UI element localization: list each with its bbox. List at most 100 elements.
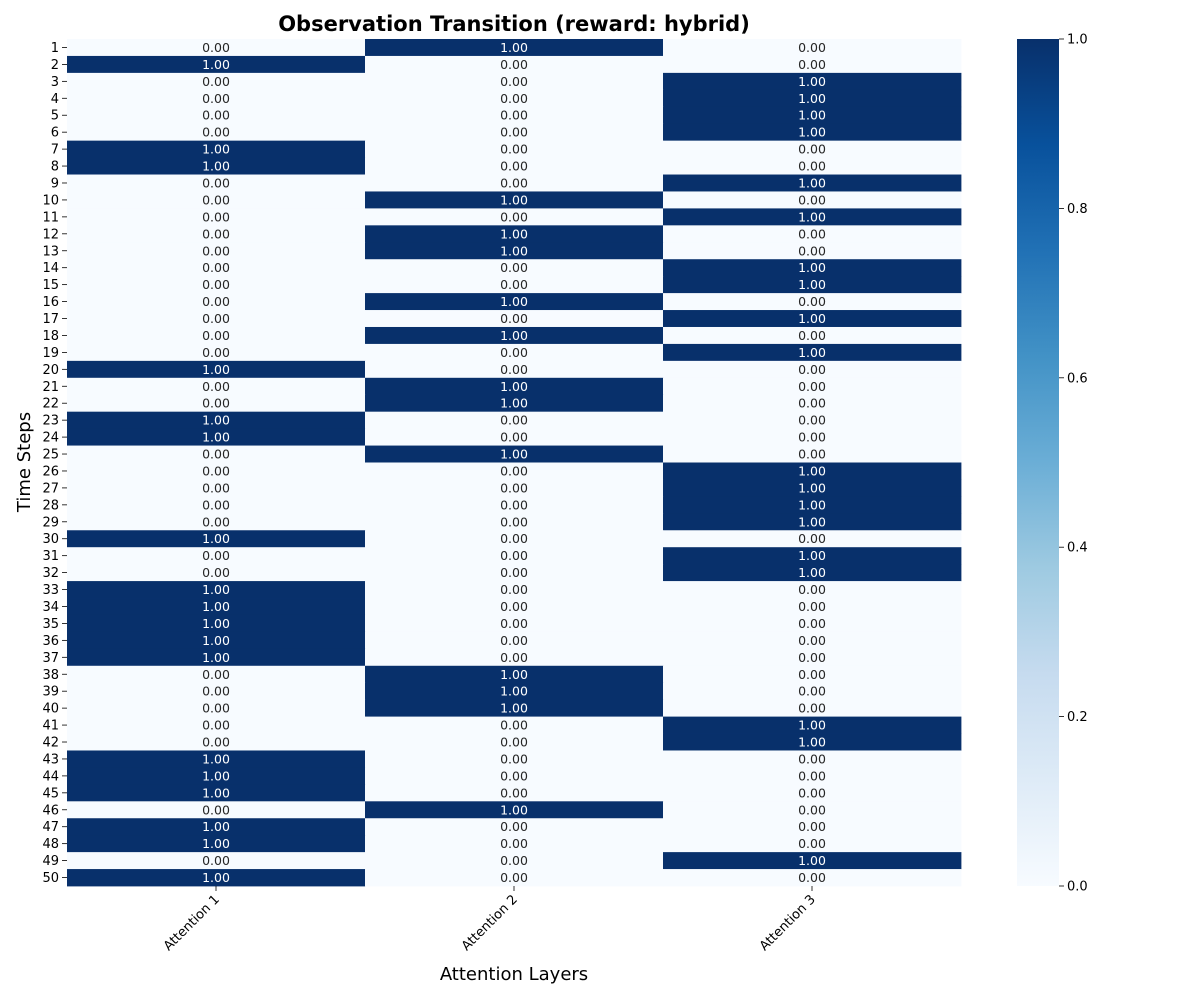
heatmap-cell: [663, 411, 962, 430]
y-tick-label: 21: [42, 380, 59, 395]
heatmap-cell: [67, 360, 366, 379]
cell-value-label: 0.00: [500, 599, 528, 614]
heatmap-cell: [365, 784, 664, 802]
heatmap-cell: [67, 225, 366, 243]
y-tick-label: 2: [51, 58, 59, 73]
cell-value-label: 1.00: [202, 531, 230, 546]
cell-value-label: 1.00: [202, 785, 230, 800]
heatmap-cell: [67, 377, 366, 396]
heatmap-cell: [365, 106, 664, 125]
cell-value-label: 0.00: [500, 413, 528, 428]
colorbar-tick-label: 0.8: [1067, 202, 1088, 217]
heatmap-cell: [663, 89, 962, 108]
heatmap-cell: [663, 784, 962, 802]
heatmap-cell: [663, 462, 962, 480]
heatmap-cell: [67, 39, 366, 57]
cell-value-label: 0.00: [202, 125, 230, 140]
heatmap-cell: [663, 699, 962, 717]
cell-value-label: 1.00: [500, 684, 528, 699]
cell-value-label: 0.00: [798, 362, 826, 377]
cell-value-label: 0.00: [798, 531, 826, 546]
heatmap-cell: [365, 564, 664, 582]
y-tick-label: 47: [42, 820, 59, 835]
cell-value-label: 0.00: [500, 57, 528, 72]
y-tick-label: 10: [42, 193, 59, 208]
cell-value-label: 1.00: [500, 294, 528, 309]
heatmap-cell: [67, 530, 366, 548]
cell-value-label: 0.00: [500, 108, 528, 123]
heatmap-cell: [67, 716, 366, 734]
heatmap-cell: [663, 276, 962, 294]
colorbar-gradient: [1017, 39, 1059, 886]
cell-value-label: 0.00: [500, 277, 528, 292]
y-tick-label: 14: [42, 261, 59, 276]
cell-value-label: 1.00: [798, 497, 826, 512]
cell-value-label: 0.00: [202, 328, 230, 343]
cell-value-label: 0.00: [798, 328, 826, 343]
cell-value-label: 0.00: [202, 40, 230, 55]
heatmap-cell: [67, 784, 366, 802]
heatmap-cell: [663, 513, 962, 531]
heatmap-cell: [365, 648, 664, 667]
heatmap-cell: [663, 614, 962, 633]
y-axis-label: Time Steps: [14, 412, 35, 513]
cell-value-label: 0.00: [202, 108, 230, 123]
y-tick-label: 37: [42, 651, 59, 666]
cell-value-label: 0.00: [500, 718, 528, 733]
y-tick-label: 34: [42, 600, 59, 615]
cell-value-label: 0.00: [798, 836, 826, 851]
cell-value-label: 0.00: [500, 785, 528, 800]
heatmap-cell: [365, 72, 664, 91]
heatmap-cell: [365, 411, 664, 430]
heatmap-cell: [365, 835, 664, 853]
y-tick-label: 50: [42, 871, 59, 886]
heatmap-cell: [663, 293, 962, 311]
heatmap-cell: [67, 326, 366, 345]
cell-value-label: 1.00: [500, 328, 528, 343]
cell-value-label: 0.00: [202, 735, 230, 750]
cell-value-label: 1.00: [202, 430, 230, 445]
cell-value-label: 1.00: [202, 616, 230, 631]
cell-value-label: 0.00: [500, 514, 528, 529]
cell-value-label: 0.00: [500, 463, 528, 478]
y-tick-label: 17: [42, 312, 59, 327]
cell-value-label: 0.00: [798, 379, 826, 394]
y-tick-label: 35: [42, 617, 59, 632]
cell-value-label: 1.00: [798, 209, 826, 224]
cell-value-label: 0.00: [500, 819, 528, 834]
heatmap-cell: [663, 343, 962, 362]
heatmap-cell: [663, 445, 962, 463]
heatmap-cell: [365, 767, 664, 785]
heatmap-cell: [67, 293, 366, 311]
y-tick-label: 41: [42, 719, 59, 734]
heatmap-cell: [67, 733, 366, 751]
heatmap-cell: [67, 157, 366, 175]
cell-value-label: 0.00: [202, 311, 230, 326]
heatmap-cells: 0.00 1.00 0.00 1.00 0.00 0.00 0.00 0.00 1.00 0.00…: [67, 39, 962, 887]
heatmap-cell: [663, 682, 962, 701]
cell-value-label: 0.00: [798, 447, 826, 462]
cell-value-label: 0.00: [798, 582, 826, 597]
heatmap-cell: [663, 869, 962, 887]
heatmap-cell: [663, 259, 962, 277]
y-tick-label: 24: [42, 431, 59, 446]
heatmap-cell: [67, 72, 366, 91]
cell-value-label: 1.00: [798, 175, 826, 190]
cell-value-label: 0.00: [202, 684, 230, 699]
y-tick-label: 1: [51, 41, 59, 56]
cell-value-label: 1.00: [202, 582, 230, 597]
y-tick-label: 22: [42, 397, 59, 412]
x-axis-ticks: Attention 1 Attention 2 Attention 3: [161, 886, 819, 954]
heatmap-cell: [67, 411, 366, 430]
heatmap-cell: [365, 428, 664, 446]
cell-value-label: 1.00: [798, 345, 826, 360]
y-tick-label: 48: [42, 837, 59, 852]
y-tick-label: 19: [42, 346, 59, 361]
heatmap-cell: [67, 89, 366, 108]
cell-value-label: 1.00: [202, 599, 230, 614]
cell-value-label: 1.00: [500, 192, 528, 207]
y-tick-label: 45: [42, 786, 59, 801]
cell-value-label: 1.00: [798, 91, 826, 106]
y-tick-label: 33: [42, 583, 59, 598]
heatmap-cell: [67, 801, 366, 819]
